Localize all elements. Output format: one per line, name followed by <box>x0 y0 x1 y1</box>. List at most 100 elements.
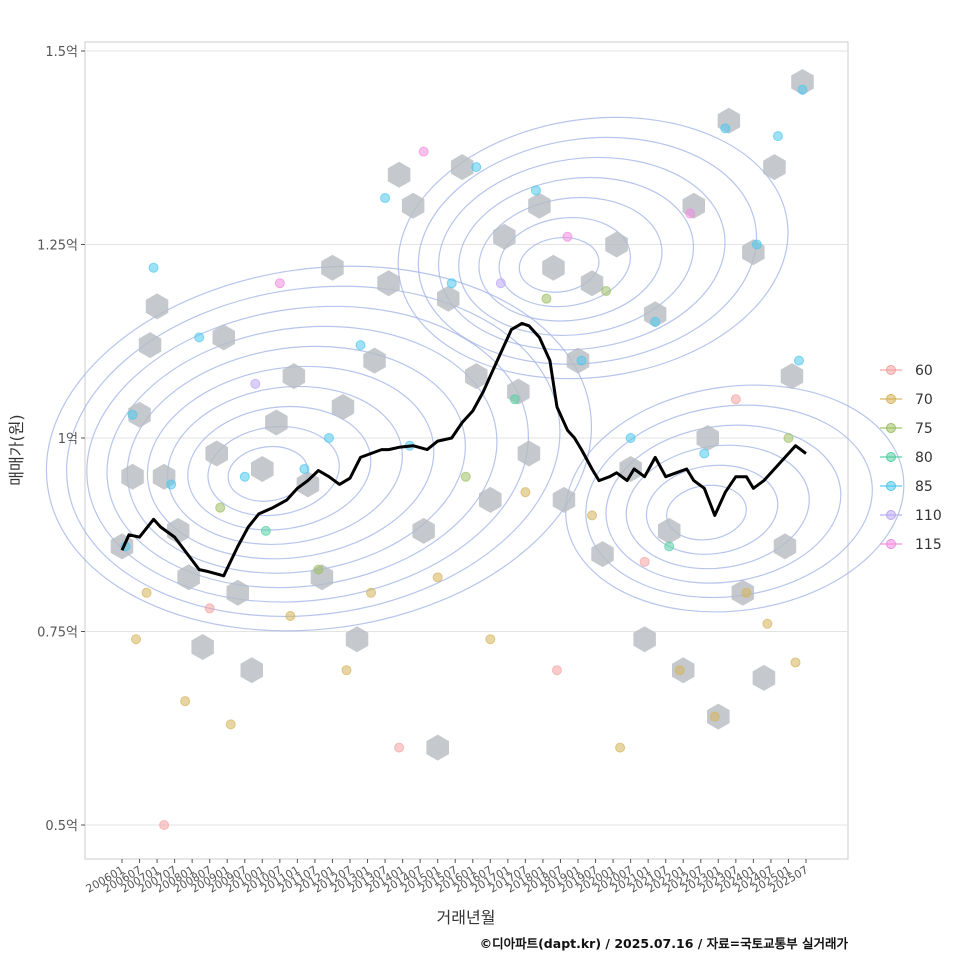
scatter-point <box>285 611 296 622</box>
scatter-point <box>215 502 226 513</box>
scatter-point <box>341 665 352 676</box>
scatter-point <box>741 587 752 598</box>
legend-label: 60 <box>915 363 933 379</box>
scatter-points <box>120 84 808 830</box>
caption: ©디아파트(dapt.kr) / 2025.07.16 / 자료=국토교통부 실… <box>480 936 849 951</box>
scatter-point <box>323 433 334 443</box>
scatter-point <box>520 487 531 498</box>
hexbin-cell <box>226 579 249 606</box>
scatter-point <box>783 433 794 443</box>
scatter-point <box>485 634 496 645</box>
scatter-point <box>751 239 762 250</box>
density-contour <box>478 196 663 322</box>
hexbin-cell <box>696 425 719 451</box>
scatter-point <box>239 471 250 482</box>
hexbin-cell <box>145 293 169 320</box>
y-tick-label: 0.5억 <box>45 819 78 834</box>
hexbin-cell <box>212 324 235 351</box>
hexbin-cell <box>580 270 604 297</box>
scatter-point <box>159 820 170 830</box>
hexbin-cell <box>643 301 667 328</box>
legend-label: 80 <box>915 450 933 466</box>
density-contour <box>397 116 789 380</box>
scatter-point <box>625 433 636 443</box>
legend-label: 85 <box>915 479 933 495</box>
trend-line-layer <box>120 321 807 578</box>
scatter-point <box>587 510 598 521</box>
scatter-point <box>674 665 685 676</box>
scatter-point <box>299 463 310 474</box>
density-contour <box>518 236 600 293</box>
scatter-point <box>495 278 506 289</box>
scatter-point <box>530 185 541 196</box>
hexbin-cell <box>752 664 776 691</box>
legend-label: 115 <box>915 537 942 553</box>
scatter-point <box>615 742 626 753</box>
hexbin-cell <box>345 626 369 653</box>
hexbin-cell <box>191 634 214 660</box>
trend-line <box>120 321 807 578</box>
legend-label: 70 <box>915 392 933 408</box>
hexbin-cell <box>517 440 541 467</box>
scatter-point <box>685 208 696 219</box>
scatter-point <box>418 146 429 157</box>
x-axis: 2006012006072007012007072008012008072009… <box>84 859 811 896</box>
scatter-point <box>699 448 710 459</box>
density-contour <box>437 156 726 351</box>
scatter-point <box>394 742 405 753</box>
scatter-point <box>797 84 808 95</box>
hexbin-layer <box>110 69 814 761</box>
hexbin-cell <box>138 332 162 359</box>
legend-swatch <box>886 452 896 462</box>
hexbin-cell <box>633 626 656 653</box>
scatter-point <box>601 285 612 296</box>
hexbin-cell <box>401 192 425 219</box>
scatter-point <box>639 556 650 567</box>
scatter-point <box>127 409 138 420</box>
hexbin-cell <box>251 456 274 482</box>
y-tick-label: 1.5억 <box>45 45 78 60</box>
scatter-point <box>366 587 377 598</box>
scatter-point <box>225 719 236 730</box>
legend-swatch <box>886 481 896 491</box>
hexbin-cell <box>128 401 151 428</box>
scatter-point <box>562 231 573 242</box>
scatter-point <box>551 665 562 676</box>
legend-swatch <box>886 394 896 404</box>
hexbin-cell <box>791 69 814 95</box>
grid-lines <box>85 50 848 826</box>
hexbin-cell <box>763 154 786 181</box>
hexbin-cell <box>479 486 502 513</box>
density-contour <box>565 384 905 613</box>
y-tick-label: 0.75억 <box>37 626 78 641</box>
hexbin-cell <box>605 231 628 258</box>
scatter-point <box>274 278 285 289</box>
legend-label: 110 <box>915 508 942 524</box>
hexbin-cell <box>177 564 200 591</box>
scatter-point <box>141 587 152 598</box>
y-axis: 0.5억 0.75억 1억 1.25억 1.5억 <box>37 45 85 834</box>
legend-swatch <box>886 539 896 549</box>
scatter-point <box>204 603 215 614</box>
scatter-point <box>148 262 159 273</box>
scatter-point <box>509 394 520 405</box>
hexbin-cell <box>412 517 435 544</box>
scatter-point <box>166 479 177 490</box>
scatter-point <box>709 711 720 722</box>
hexbin-cell <box>265 409 288 436</box>
scatter-point <box>762 618 773 629</box>
scatter-point <box>313 564 324 575</box>
legend-swatch <box>886 423 896 433</box>
scatter-point <box>460 471 471 482</box>
hexbin-cell <box>282 363 306 390</box>
legend-swatch <box>886 510 896 520</box>
hexbin-cell <box>619 456 642 482</box>
hexbin-cell <box>657 517 681 544</box>
hexbin-cell <box>437 285 460 312</box>
hexbin-cell <box>542 254 565 281</box>
density-contour <box>498 216 632 308</box>
hexbin-cell <box>528 192 551 219</box>
density-contour <box>605 424 842 584</box>
density-contour <box>645 464 779 555</box>
density-contour <box>45 265 593 632</box>
